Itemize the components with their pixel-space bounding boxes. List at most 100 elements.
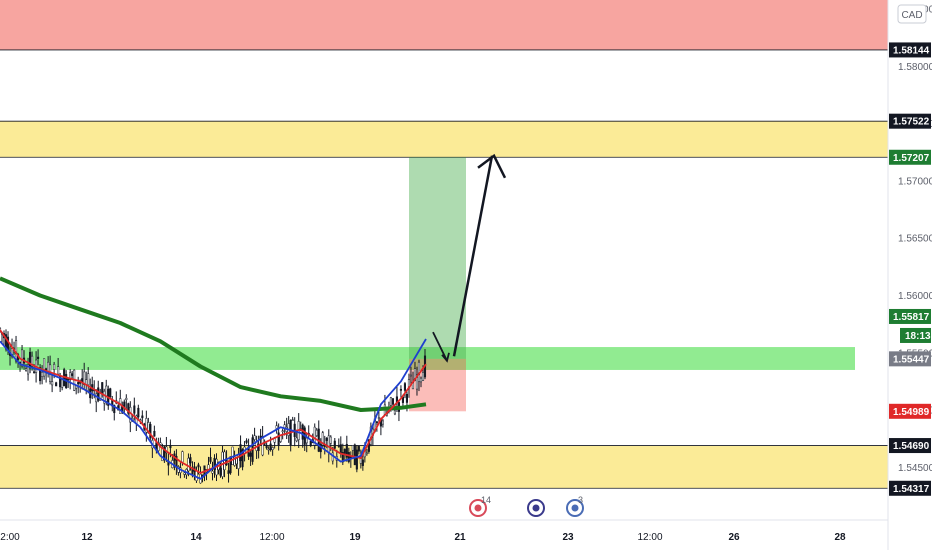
countdown-label: 18:13 [905,331,931,342]
candle-body [343,449,346,454]
candle-body [281,430,284,433]
time-tick-label: 14 [190,532,202,543]
candle-body [103,390,106,404]
event-marker[interactable] [527,499,545,517]
target-zone[interactable] [409,157,466,359]
entry-zone [0,347,855,370]
candle-body [219,467,222,476]
candle-body [321,432,324,446]
candle-body [53,364,56,370]
price-tag [889,351,931,367]
candle-body [227,470,230,474]
time-tick-label: 2:00 [0,532,20,543]
price-tag [889,308,931,324]
time-tick-label: 12 [81,532,93,543]
price-tag-label: 1.55447 [893,354,930,365]
candle-body [241,449,244,468]
currency-label: CAD [901,10,922,21]
candle-body [405,393,409,403]
candle-body [257,443,260,451]
candle-body [183,472,186,475]
time-tick-label: 23 [562,532,574,543]
candle-body [393,410,396,415]
candle-body [345,443,348,458]
candle-body [153,430,156,437]
candle-body [105,385,108,402]
candle-body [377,417,380,419]
candle-body [421,372,425,381]
candle-body [355,449,358,470]
time-tick-label: 19 [349,532,361,543]
candle-body [37,356,40,359]
candle-body [291,419,294,421]
target-arrowhead [477,153,507,179]
event-count: 3 [578,495,583,505]
candle-body [245,440,248,443]
candle-body [141,415,144,419]
candle-body [197,464,200,468]
support-zone [0,445,888,489]
event-marker[interactable]: 14 [469,495,491,517]
candle-body [95,393,98,403]
candle-body [315,429,318,436]
time-tick-label: 12:00 [637,532,662,543]
candle-body [209,457,212,462]
candle-body [127,403,130,414]
price-tag [889,113,931,129]
candle-body [71,373,74,376]
event-icon-dot [474,504,482,512]
candle-body [33,371,36,373]
event-marker[interactable]: 3 [566,495,584,517]
candle-body [25,368,28,372]
price-tag-label: 1.57522 [893,117,930,128]
candle-body [125,397,128,400]
price-tag [889,403,931,419]
price-tag-label: 1.58144 [893,45,930,56]
candle-body [269,443,272,451]
candle-body [329,436,332,444]
time-tick-label: 28 [834,532,846,543]
price-tick-label: 1.58000 [898,62,932,73]
candle-body [133,405,136,414]
time-tick-label: 21 [454,532,466,543]
candle-body [87,373,90,386]
candle-body [211,470,214,474]
event-icon-dot [571,504,579,512]
candle-body [357,446,360,452]
plot-area[interactable]: 14 3 [0,0,888,517]
price-tick-label: 1.54500 [898,463,932,474]
candle-body [159,442,162,445]
price-tick-label: 1.57000 [898,176,932,187]
price-axis[interactable]: 1.585001.580001.575001.570001.565001.560… [898,5,932,474]
candle-body [295,437,298,442]
time-tick-label: 12:00 [259,532,284,543]
candle-body [403,383,407,391]
event-icon-dot [532,504,540,512]
candle-body [235,458,238,465]
candle-body [409,374,413,377]
candle-body [415,374,419,390]
candle-body [265,444,268,449]
candle-body [399,388,402,391]
candle-body [381,420,384,425]
candle-body [163,446,166,461]
supply-zone [0,0,888,50]
candle-body [145,418,148,433]
candle-body [161,448,164,462]
candle-body [253,435,256,440]
candle-body [271,447,274,450]
candle-body [43,358,46,377]
candle-body [267,448,270,451]
currency-badge[interactable]: CAD [897,4,927,24]
candle-body [41,371,44,377]
candle-body [189,457,192,464]
candle-body [97,387,100,401]
price-tags: 1.58144 1.57522 1.57207 1.55817 1.55447 1.549… [889,42,931,496]
time-tick-label: 26 [728,532,740,543]
candle-body [279,435,282,442]
candle-body [419,377,423,383]
time-axis[interactable]: 2:00 12 14 12:00 19 21 23 12:00 26 28 [0,532,846,543]
candle-body [391,398,394,405]
candle-body [61,379,64,388]
